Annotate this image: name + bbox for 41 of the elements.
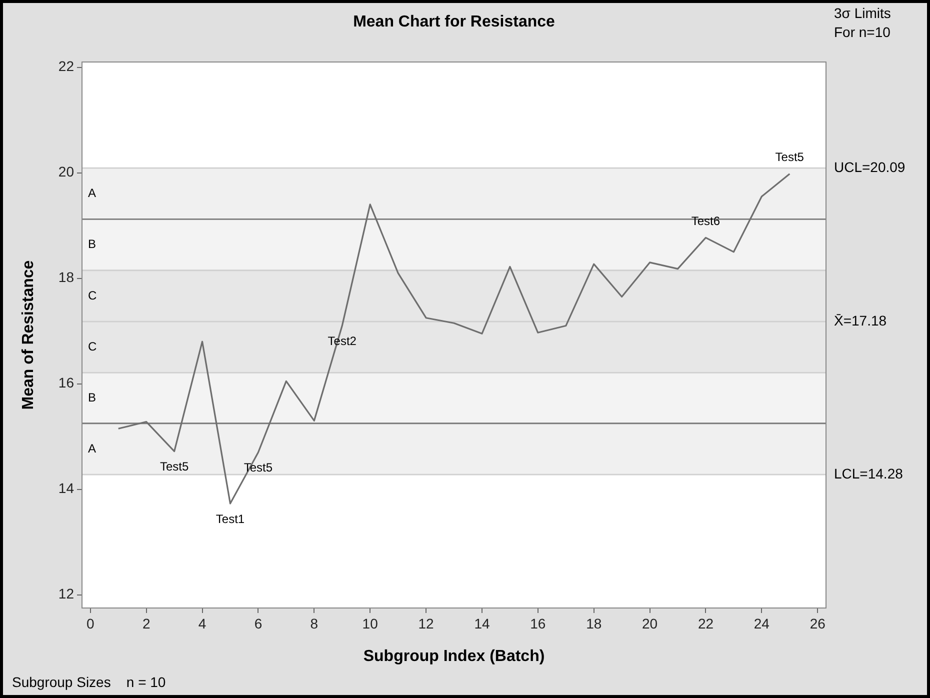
x-tick-label: 8: [310, 615, 318, 632]
band-label: A: [88, 441, 96, 456]
band-label: B: [88, 237, 96, 252]
x-tick-label: 14: [474, 615, 490, 632]
x-tick-label: 0: [86, 615, 94, 632]
annotation: Test1: [216, 512, 245, 526]
band-label: B: [88, 390, 96, 404]
y-tick-label: 18: [58, 269, 74, 286]
y-tick-label: 16: [58, 374, 74, 391]
x-tick-label: 10: [362, 615, 378, 632]
annotation: Test5: [775, 150, 804, 164]
x-tick-label: 22: [698, 615, 714, 632]
text: Subgroup Sizes n = 10: [12, 674, 166, 690]
ref-line-label: LCL=14.28: [834, 465, 904, 482]
annotation: Test5: [244, 460, 273, 475]
text: 3σ Limits: [834, 4, 891, 21]
band-label: C: [88, 339, 97, 354]
y-tick-label: 14: [58, 480, 74, 496]
x-tick-label: 16: [530, 615, 546, 632]
x-tick-label: 24: [754, 615, 770, 632]
text: For n=10: [834, 24, 891, 40]
x-axis-title: Subgroup Index (Batch): [363, 648, 545, 665]
x-tick-label: 2: [142, 615, 150, 632]
annotation: Test6: [691, 214, 720, 228]
y-tick-label: 12: [58, 586, 74, 602]
x-tick-label: 26: [810, 615, 826, 632]
chart-title: Mean Chart for Resistance: [353, 13, 556, 30]
y-axis-title: Mean of Resistance: [20, 260, 38, 410]
ref-line-label: UCL=20.09: [834, 158, 906, 175]
y-tick-label: 22: [58, 58, 74, 74]
x-tick-label: 18: [586, 615, 602, 632]
x-tick-label: 6: [254, 615, 262, 632]
x-tick-label: 4: [198, 615, 206, 632]
x-tick-label: 20: [642, 615, 658, 632]
band-label: A: [88, 186, 96, 200]
y-tick-label: 20: [58, 164, 74, 180]
x-tick-label: 12: [418, 615, 434, 632]
annotation: Test2: [328, 334, 357, 348]
annotation: Test5: [160, 460, 189, 474]
band-label: C: [88, 288, 97, 302]
ref-line-label: X̄=17.18: [834, 312, 887, 328]
